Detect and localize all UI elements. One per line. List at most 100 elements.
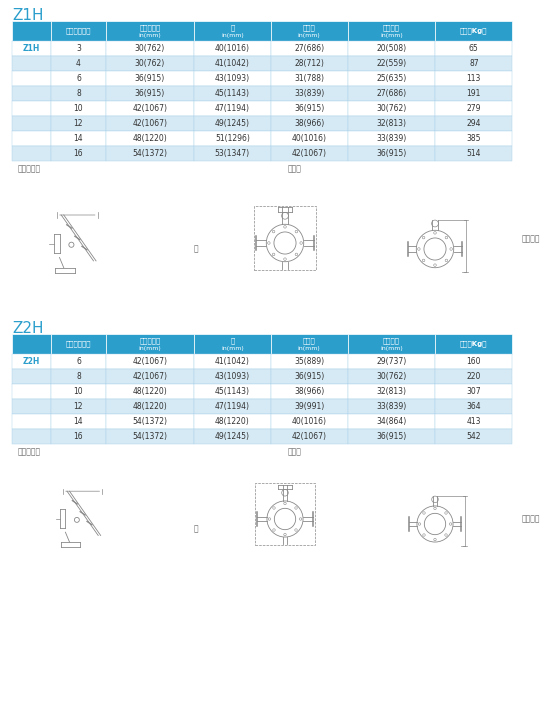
Bar (106, 399, 194, 414)
Text: 32(813): 32(813) (376, 387, 407, 396)
Text: 54(1372): 54(1372) (133, 417, 167, 426)
Bar (194, 414, 271, 429)
Bar (12, 384, 51, 399)
Text: 传感器高: 传感器高 (383, 338, 400, 344)
Text: 413: 413 (466, 417, 481, 426)
Bar (106, 354, 194, 369)
Text: in(mm): in(mm) (380, 33, 403, 38)
Text: 65: 65 (469, 44, 479, 53)
Text: 38(966): 38(966) (294, 119, 324, 128)
Text: 33(839): 33(839) (376, 402, 407, 411)
Text: 6: 6 (76, 74, 81, 83)
Bar (271, 414, 348, 429)
Bar (348, 41, 436, 56)
Bar (106, 41, 194, 56)
Bar (194, 86, 271, 101)
Text: 4: 4 (76, 59, 81, 68)
Bar (194, 384, 271, 399)
Text: 27(686): 27(686) (376, 89, 407, 98)
Text: 42(1067): 42(1067) (133, 104, 167, 113)
Bar (436, 41, 512, 56)
Bar (436, 399, 512, 414)
Bar (106, 429, 194, 444)
Text: 法兰面距离: 法兰面距离 (139, 25, 161, 31)
Text: 宽: 宽 (230, 338, 235, 344)
Text: 10: 10 (73, 104, 83, 113)
Text: 514: 514 (466, 149, 481, 158)
Text: 32(813): 32(813) (376, 119, 407, 128)
Text: 42(1067): 42(1067) (133, 119, 167, 128)
Text: 25(635): 25(635) (376, 74, 407, 83)
Text: 54(1372): 54(1372) (133, 149, 167, 158)
Text: in(mm): in(mm) (221, 346, 244, 351)
Bar (12, 101, 51, 116)
Text: 34(864): 34(864) (376, 417, 407, 426)
Text: 16: 16 (73, 432, 83, 441)
Bar (348, 146, 436, 161)
Text: 43(1093): 43(1093) (214, 74, 250, 83)
Text: 28(712): 28(712) (295, 59, 324, 68)
Text: 10: 10 (73, 387, 83, 396)
Text: 53(1347): 53(1347) (214, 149, 250, 158)
Bar (436, 384, 512, 399)
Text: 47(1194): 47(1194) (215, 104, 250, 113)
Bar (12, 56, 51, 71)
Text: 重量（Kg）: 重量（Kg） (460, 341, 488, 348)
Bar (12, 334, 51, 354)
Text: 口径（英寸）: 口径（英寸） (66, 341, 91, 348)
Text: 49(1245): 49(1245) (215, 432, 250, 441)
Text: 40(1016): 40(1016) (292, 134, 326, 143)
Bar (194, 71, 271, 86)
Bar (271, 429, 348, 444)
Text: 40(1016): 40(1016) (215, 44, 250, 53)
Bar (348, 131, 436, 146)
Text: 36(915): 36(915) (376, 149, 407, 158)
Bar (51, 86, 106, 101)
Bar (194, 41, 271, 56)
Bar (51, 334, 106, 354)
Text: 40(1016): 40(1016) (292, 417, 326, 426)
Text: 113: 113 (466, 74, 481, 83)
Bar (51, 41, 106, 56)
Text: 30(762): 30(762) (135, 59, 165, 68)
Bar (194, 369, 271, 384)
Bar (271, 101, 348, 116)
Bar (348, 86, 436, 101)
Bar (348, 384, 436, 399)
Bar (348, 71, 436, 86)
Bar (436, 86, 512, 101)
Text: 279: 279 (466, 104, 481, 113)
Text: in(mm): in(mm) (298, 346, 321, 351)
Text: 87: 87 (469, 59, 479, 68)
Text: Z2H: Z2H (23, 357, 40, 366)
Bar (436, 116, 512, 131)
Text: 33(839): 33(839) (294, 89, 324, 98)
Text: 3: 3 (76, 44, 81, 53)
Text: 42(1067): 42(1067) (292, 149, 326, 158)
Bar (106, 86, 194, 101)
Text: 36(915): 36(915) (135, 74, 165, 83)
Bar (348, 116, 436, 131)
Text: 整表高: 整表高 (303, 338, 316, 344)
Text: 48(1220): 48(1220) (133, 387, 167, 396)
Bar (348, 334, 436, 354)
Bar (51, 21, 106, 41)
Bar (51, 369, 106, 384)
Bar (436, 334, 512, 354)
Text: 宽: 宽 (193, 244, 198, 253)
Bar (51, 354, 106, 369)
Text: 30(762): 30(762) (135, 44, 165, 53)
Text: 35(889): 35(889) (294, 357, 324, 366)
Bar (348, 21, 436, 41)
Bar (194, 21, 271, 41)
Text: 36(915): 36(915) (294, 104, 324, 113)
Text: in(mm): in(mm) (139, 33, 161, 38)
Text: 41(1042): 41(1042) (215, 357, 250, 366)
Text: 41(1042): 41(1042) (215, 59, 250, 68)
Text: 31(788): 31(788) (294, 74, 324, 83)
Text: 47(1194): 47(1194) (215, 402, 250, 411)
Bar (271, 334, 348, 354)
Text: 36(915): 36(915) (294, 372, 324, 381)
Bar (12, 429, 51, 444)
Bar (106, 369, 194, 384)
